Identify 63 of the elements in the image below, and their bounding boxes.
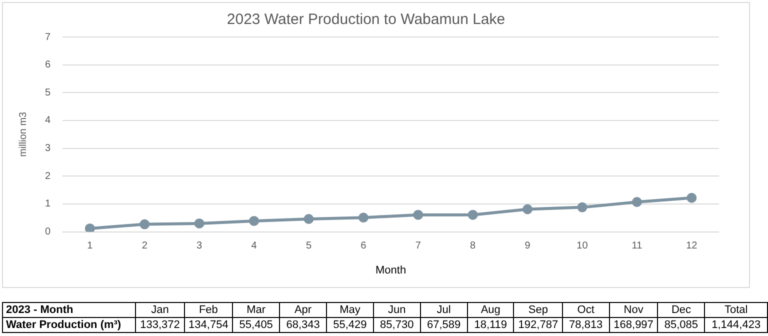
category-label: Dec <box>658 302 705 318</box>
category-label: Total <box>704 302 768 318</box>
x-tick-label: 11 <box>632 240 643 252</box>
text: 85,730 <box>380 319 414 331</box>
y-tick-label: 5 <box>45 87 51 98</box>
text: Water Production (m³) <box>2 318 136 332</box>
point <box>84 223 95 232</box>
point <box>632 197 642 208</box>
text: 55,405 <box>239 319 273 331</box>
text: 2023 - Month <box>2 302 136 318</box>
x-tick-label: 9 <box>524 240 531 252</box>
y-tick-label: 4 <box>45 115 51 126</box>
text: 192,787 <box>518 319 558 331</box>
text: 67,589 <box>426 319 461 331</box>
point <box>304 214 314 224</box>
point <box>686 192 697 203</box>
x-tick-label: 10 <box>576 240 588 252</box>
point <box>577 202 588 212</box>
category-label: Jul <box>420 302 468 318</box>
text: 18,119 <box>474 319 508 331</box>
y-tick-label: 2 <box>45 170 51 182</box>
text: 133,372 <box>140 319 180 331</box>
point <box>194 218 204 228</box>
category-label: Nov <box>609 302 658 318</box>
y-tick-label: 7 <box>45 32 51 43</box>
x-tick-label: 12 <box>686 240 698 252</box>
y-tick-label: 6 <box>45 60 51 71</box>
category-label: May <box>326 302 374 318</box>
category-label: Sep <box>514 302 562 318</box>
y-tick-label: 1 <box>45 198 51 210</box>
y-tick-label: 3 <box>45 143 51 154</box>
category-label: Apr <box>280 302 326 318</box>
text: 1,144,423 <box>712 319 761 331</box>
text: 168,997 <box>614 319 654 331</box>
point <box>249 216 260 226</box>
x-tick-label: 7 <box>415 240 422 252</box>
x-axis-title: Month <box>375 264 406 276</box>
category-label: Feb <box>184 302 233 318</box>
text: 85,085 <box>664 319 698 331</box>
text: 78,813 <box>569 319 603 331</box>
x-tick-label: 1 <box>87 240 94 252</box>
y-tick-label: 0 <box>45 226 51 238</box>
x-tick-label: 3 <box>196 240 203 252</box>
x-tick-label: 4 <box>251 240 258 252</box>
point <box>140 219 150 230</box>
chart-title: 2023 Water Production to Wabamun Lake <box>226 11 506 28</box>
text: 68,343 <box>286 319 320 331</box>
category-label: Jun <box>373 302 420 318</box>
category-label: Oct <box>562 302 610 318</box>
x-tick-label: 5 <box>306 240 312 252</box>
text: 134,754 <box>188 319 228 331</box>
category-label: Mar <box>232 302 280 318</box>
category-label: Jan <box>136 302 184 318</box>
x-tick-label: 8 <box>470 240 476 252</box>
point <box>522 204 533 214</box>
point <box>358 212 368 223</box>
x-tick-label: 6 <box>360 240 367 252</box>
point <box>413 210 424 220</box>
category-label: Aug <box>467 302 514 318</box>
point <box>468 210 478 220</box>
text: 55,429 <box>333 319 367 331</box>
y-axis-title: million m3 <box>18 111 29 157</box>
x-tick-label: 2 <box>142 240 148 252</box>
